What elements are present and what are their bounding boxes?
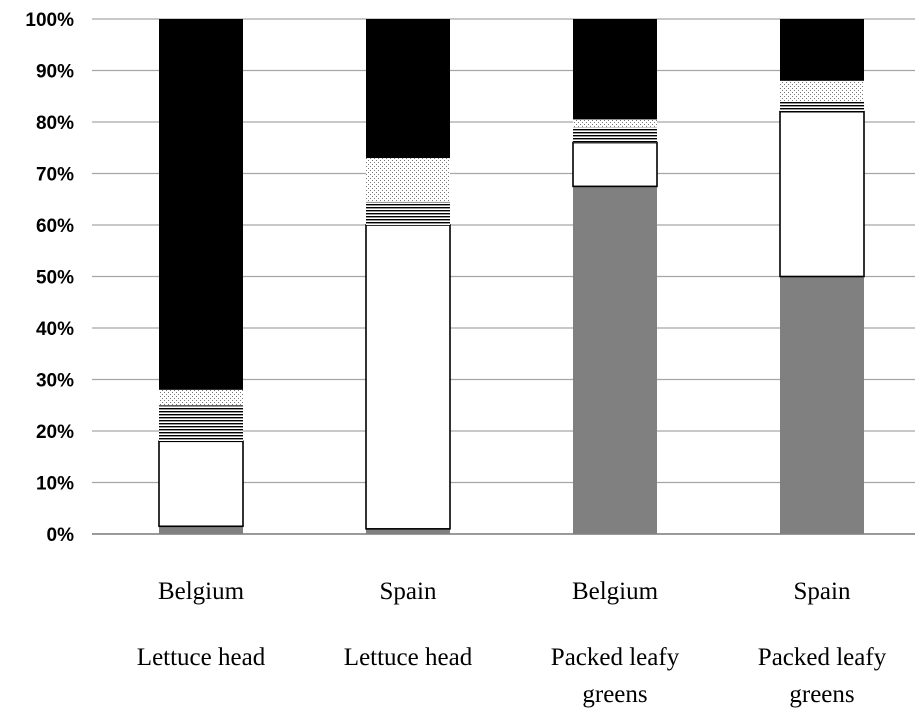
y-tick-label: 60%	[36, 216, 74, 237]
bars	[158, 19, 865, 534]
x-category-product: Lettuce head	[344, 644, 473, 671]
x-category-country: Spain	[380, 578, 437, 605]
y-tick-label: 20%	[36, 422, 74, 443]
bar-segment-dotted	[780, 80, 864, 102]
bar-segment-gray	[780, 276, 864, 534]
bar-segment-gray	[573, 186, 657, 534]
bar-segment-horizontal-lines	[780, 101, 864, 112]
bar-segment-gray	[159, 526, 243, 534]
y-tick-label: 10%	[36, 474, 74, 495]
bar-segment-horizontal-lines	[159, 405, 243, 442]
bar-segment-horizontal-lines	[573, 127, 657, 143]
y-tick-label: 50%	[36, 268, 74, 289]
bar-segment-black	[366, 19, 450, 159]
bar-segment-black	[573, 19, 657, 120]
y-tick-label: 100%	[25, 10, 74, 31]
y-tick-label: 90%	[36, 62, 74, 83]
y-tick-label: 0%	[47, 525, 75, 546]
y-tick-label: 70%	[36, 165, 74, 186]
y-axis: 0% 10% 20% 30% 40% 50% 60% 70% 80% 90% 100%	[25, 10, 74, 546]
x-category-product: Packed leafy greens	[551, 644, 680, 708]
bar-segment-white	[572, 141, 658, 188]
y-tick-label: 40%	[36, 319, 74, 340]
bar-segment-dotted	[573, 119, 657, 128]
bar-segment-white	[158, 440, 244, 528]
y-tick-label: 80%	[36, 113, 74, 134]
x-axis: Belgium Lettuce head Spain Lettuce head Belg…	[92, 533, 915, 708]
bar-segment-black	[159, 19, 243, 390]
bar-segment-dotted	[366, 158, 450, 202]
bar-segment-white	[365, 224, 451, 530]
x-category-country: Spain	[794, 578, 851, 605]
y-tick-label: 30%	[36, 371, 74, 392]
x-category-country: Belgium	[158, 578, 245, 605]
bar-segment-white	[779, 110, 865, 278]
bar-segment-black	[780, 19, 864, 81]
bar-segment-gray	[366, 528, 450, 534]
x-category-product: Lettuce head	[137, 644, 266, 671]
x-category-country: Belgium	[572, 578, 659, 605]
x-category-product: Packed leafy greens	[758, 644, 887, 708]
bar-segment-horizontal-lines	[366, 201, 450, 225]
bar-segment-dotted	[159, 389, 243, 406]
